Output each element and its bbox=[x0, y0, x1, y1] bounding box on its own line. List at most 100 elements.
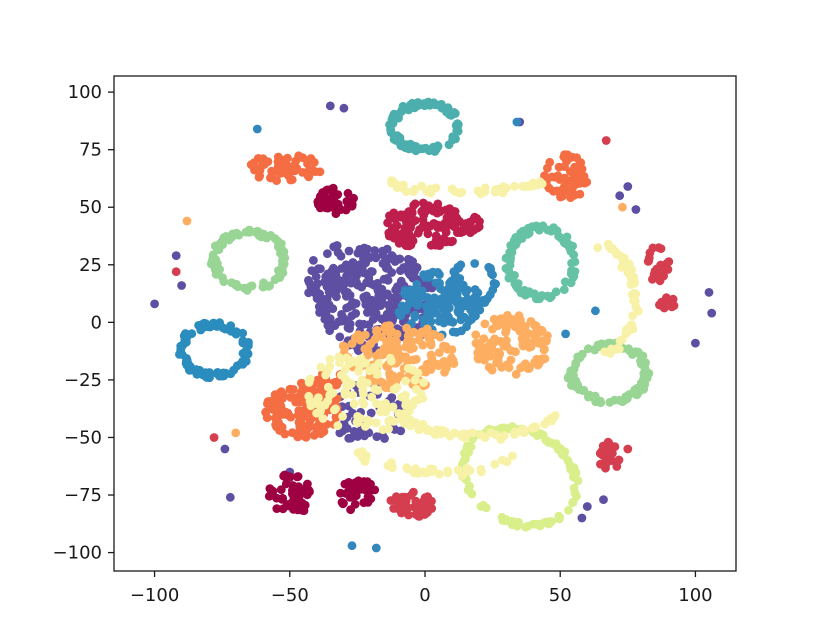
data-point bbox=[385, 368, 394, 378]
data-point bbox=[366, 339, 376, 348]
data-point bbox=[331, 209, 341, 219]
y-tick-label: −75 bbox=[64, 485, 102, 506]
data-point bbox=[512, 117, 522, 127]
data-point bbox=[388, 252, 398, 262]
data-point bbox=[338, 312, 347, 321]
data-point bbox=[536, 291, 546, 301]
data-point bbox=[511, 347, 520, 357]
data-point bbox=[470, 311, 480, 321]
data-point bbox=[276, 401, 286, 411]
data-point bbox=[307, 266, 317, 275]
data-point bbox=[520, 322, 530, 331]
data-point bbox=[419, 199, 429, 209]
data-point bbox=[448, 289, 458, 299]
data-point bbox=[511, 369, 521, 379]
data-point bbox=[445, 211, 455, 221]
data-point bbox=[391, 292, 401, 302]
data-point bbox=[445, 431, 455, 441]
data-point bbox=[387, 176, 396, 186]
data-point bbox=[299, 425, 309, 435]
data-point bbox=[346, 505, 355, 515]
data-point bbox=[531, 321, 541, 331]
data-point bbox=[510, 427, 520, 437]
data-point bbox=[344, 486, 354, 496]
data-point bbox=[439, 305, 449, 314]
data-point bbox=[615, 251, 625, 261]
data-point bbox=[275, 273, 285, 282]
data-point bbox=[249, 158, 259, 168]
data-point bbox=[310, 430, 319, 440]
data-point bbox=[423, 293, 432, 302]
data-point bbox=[623, 182, 633, 191]
data-point bbox=[493, 347, 503, 357]
data-point bbox=[629, 294, 639, 304]
data-point bbox=[582, 502, 592, 511]
data-point bbox=[347, 200, 357, 209]
data-point bbox=[244, 341, 253, 350]
data-point bbox=[563, 239, 573, 249]
series-12 bbox=[304, 176, 643, 480]
data-point bbox=[316, 362, 326, 372]
data-point bbox=[453, 126, 463, 136]
data-point bbox=[492, 187, 501, 197]
data-point bbox=[476, 465, 486, 474]
data-point bbox=[691, 338, 700, 348]
data-point bbox=[433, 359, 442, 369]
data-point bbox=[232, 279, 241, 289]
data-point bbox=[425, 100, 435, 110]
data-point bbox=[389, 385, 399, 394]
data-point bbox=[325, 314, 335, 323]
data-point bbox=[177, 350, 187, 359]
data-point bbox=[344, 380, 354, 390]
data-point bbox=[435, 241, 444, 251]
data-point bbox=[628, 388, 638, 398]
data-point bbox=[541, 435, 551, 445]
data-point bbox=[599, 495, 608, 504]
data-point bbox=[335, 332, 345, 342]
data-point bbox=[409, 187, 418, 197]
y-tick-label: −25 bbox=[64, 370, 102, 391]
data-point bbox=[667, 302, 677, 312]
data-point bbox=[468, 428, 478, 438]
data-point bbox=[618, 202, 627, 212]
data-point bbox=[624, 259, 634, 269]
data-point bbox=[388, 402, 398, 412]
data-point bbox=[276, 485, 286, 494]
data-point bbox=[550, 411, 560, 420]
data-point bbox=[272, 504, 282, 513]
data-point bbox=[348, 259, 357, 269]
data-point bbox=[312, 287, 322, 296]
data-point bbox=[655, 276, 665, 286]
data-point bbox=[278, 249, 288, 258]
data-point bbox=[498, 516, 508, 525]
data-point bbox=[241, 227, 251, 237]
data-point bbox=[553, 171, 563, 181]
data-point bbox=[440, 367, 449, 377]
data-point bbox=[572, 491, 581, 501]
data-point bbox=[453, 306, 463, 316]
data-point bbox=[645, 248, 655, 258]
series-0 bbox=[385, 97, 463, 156]
data-point bbox=[274, 266, 283, 275]
data-point bbox=[419, 270, 428, 279]
data-point bbox=[231, 428, 241, 438]
data-point bbox=[511, 240, 521, 250]
series-11 bbox=[457, 422, 583, 532]
data-point bbox=[291, 486, 301, 496]
data-point bbox=[335, 358, 344, 368]
data-point bbox=[150, 299, 160, 309]
data-point bbox=[508, 451, 517, 461]
data-point bbox=[431, 278, 441, 288]
data-point bbox=[518, 341, 528, 351]
data-point bbox=[407, 285, 416, 295]
data-point bbox=[572, 153, 581, 163]
data-point bbox=[537, 336, 547, 346]
data-point bbox=[468, 297, 478, 307]
data-point bbox=[457, 326, 466, 336]
data-point bbox=[319, 189, 328, 199]
data-point bbox=[297, 378, 306, 388]
data-point bbox=[291, 397, 301, 407]
data-point bbox=[271, 420, 280, 430]
data-point bbox=[320, 400, 330, 410]
